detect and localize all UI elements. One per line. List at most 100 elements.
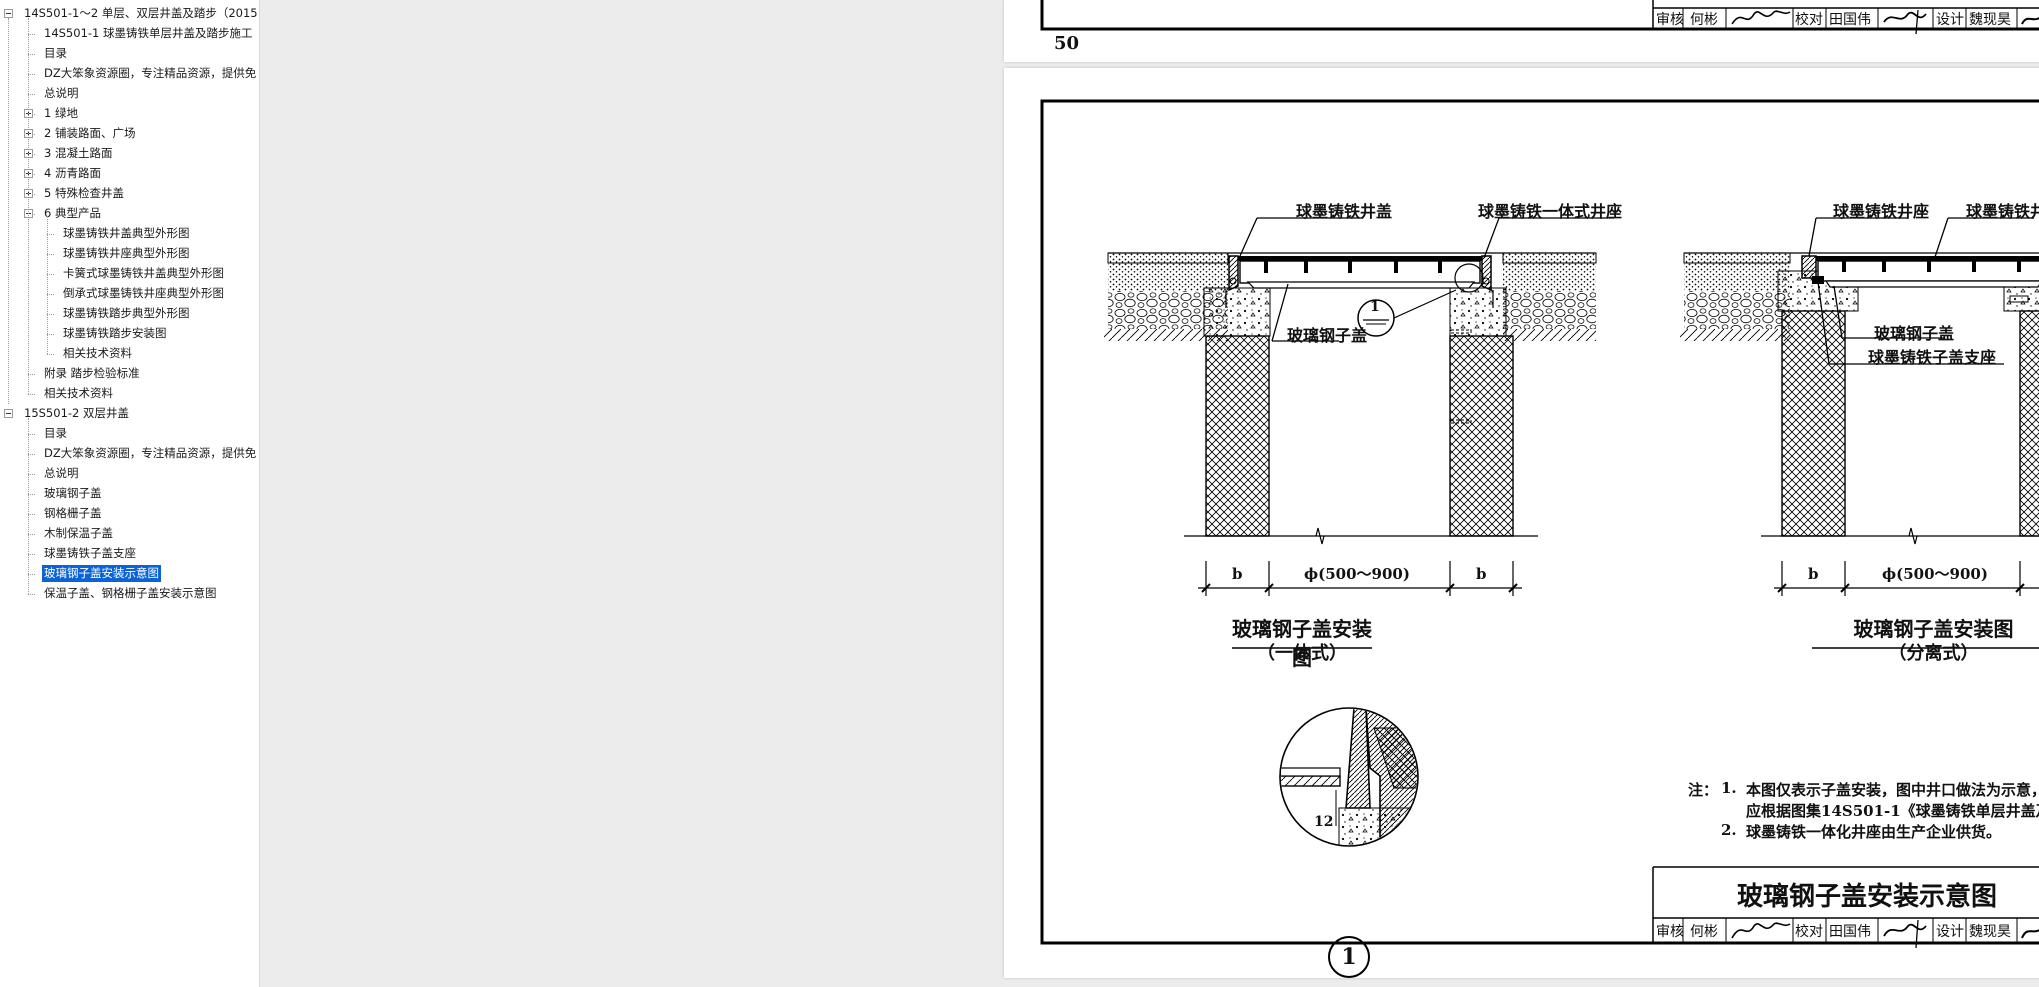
bookmark-label: 目录 bbox=[44, 426, 67, 440]
page-50: 审核 何彬 校对 田国伟 设计 魏现昊 页 6 50 bbox=[1004, 0, 2039, 62]
bookmark-item[interactable]: 14S501-1 球墨铸铁单层井盖及踏步施工 bbox=[0, 24, 259, 44]
bookmark-tree: 14S501-1～2 单层、双层井盖及踏步（2015 14S501-1 球墨铸铁单… bbox=[0, 4, 259, 604]
tree-connector bbox=[28, 494, 35, 495]
detail-1 bbox=[1279, 707, 1419, 978]
bookmark-item[interactable]: 球墨铸铁踏步安装图 bbox=[0, 324, 259, 344]
tree-connector bbox=[28, 18, 29, 394]
p50-designer: 魏现昊 bbox=[1969, 12, 2011, 28]
bookmark-label: 木制保温子盖 bbox=[44, 526, 113, 540]
caption-separated: 玻璃钢子盖安装图 bbox=[1853, 617, 2014, 641]
bookmark-label: 玻璃钢子盖 bbox=[44, 486, 102, 500]
tree-connector bbox=[28, 434, 35, 435]
bookmark-label: 2 铺装路面、广场 bbox=[44, 126, 136, 140]
bookmark-item[interactable]: 卡簧式球墨铸铁井盖典型外形图 bbox=[0, 264, 259, 284]
bookmark-item[interactable]: 球墨铸铁踏步典型外形图 bbox=[0, 304, 259, 324]
bookmark-item[interactable]: 保温子盖、钢格栅子盖安装示意图 bbox=[0, 584, 259, 604]
tree-connector bbox=[28, 74, 35, 75]
tree-connector bbox=[28, 418, 29, 594]
tree-connector bbox=[28, 594, 35, 595]
tree-connector bbox=[28, 374, 35, 375]
bookmark-item[interactable]: 玻璃钢子盖安装示意图 bbox=[0, 564, 259, 584]
bookmark-item[interactable]: 球墨铸铁井座典型外形图 bbox=[0, 244, 259, 264]
collapse-minus-icon[interactable] bbox=[4, 409, 13, 418]
tree-connector bbox=[28, 394, 35, 395]
detail-dim-12: 12 bbox=[1314, 814, 1334, 830]
note-2-line-1: 球墨铸铁一体化井座由生产企业供货。 bbox=[1746, 823, 2002, 841]
dim-diameter-left: ϕ(500～900) bbox=[1304, 565, 1410, 583]
bookmark-label: 球墨铸铁井座典型外形图 bbox=[63, 246, 190, 260]
tree-connector bbox=[28, 454, 35, 455]
bookmark-item[interactable]: 14S501-1～2 单层、双层井盖及踏步（2015 bbox=[0, 4, 259, 24]
bookmark-label: 球墨铸铁踏步安装图 bbox=[63, 326, 167, 340]
label-cast-iron-frame: 球墨铸铁井座 bbox=[1833, 202, 1930, 221]
review-label: 审核 bbox=[1656, 924, 1684, 940]
tree-connector bbox=[28, 574, 35, 575]
caption-integral: 玻璃钢子盖安装图 bbox=[1232, 617, 1372, 670]
tree-connector bbox=[47, 294, 54, 295]
page-50-titleblock bbox=[1040, 0, 2039, 35]
bookmark-item[interactable]: 5 特殊检查井盖 bbox=[0, 184, 259, 204]
bookmark-label: 玻璃钢子盖安装示意图 bbox=[42, 565, 161, 582]
bookmark-item[interactable]: 3 混凝土路面 bbox=[0, 144, 259, 164]
bookmark-label: 相关技术资料 bbox=[44, 386, 113, 400]
bookmark-label: 5 特殊检查井盖 bbox=[44, 186, 124, 200]
bookmark-item[interactable]: DZ大笨象资源圈，专注精品资源，提供免 bbox=[0, 64, 259, 84]
notes-heading: 注： bbox=[1688, 781, 1719, 799]
bookmark-label: 附录 踏步检验标准 bbox=[44, 366, 140, 380]
drawing-title: 玻璃钢子盖安装示意图 bbox=[1736, 882, 1997, 912]
callout-1: 1 bbox=[1370, 299, 1380, 315]
note-2-number: 2. bbox=[1721, 821, 1737, 839]
collapse-minus-icon[interactable] bbox=[4, 9, 13, 18]
bookmark-item[interactable]: 球墨铸铁子盖支座 bbox=[0, 544, 259, 564]
bookmark-label: 球墨铸铁踏步典型外形图 bbox=[63, 306, 190, 320]
bookmark-item[interactable]: 总说明 bbox=[0, 464, 259, 484]
bookmark-label: 4 沥青路面 bbox=[44, 166, 101, 180]
bookmark-item[interactable]: 1 绿地 bbox=[0, 104, 259, 124]
tree-connector bbox=[47, 314, 54, 315]
bookmark-item[interactable]: 总说明 bbox=[0, 84, 259, 104]
bookmark-label: 球墨铸铁井盖典型外形图 bbox=[63, 226, 190, 240]
bookmark-label: 14S501-1 球墨铸铁单层井盖及踏步施工 bbox=[44, 26, 253, 40]
label-cast-iron-cover-right: 球墨铸铁井盖 bbox=[1966, 202, 2039, 221]
bookmark-item[interactable]: 15S501-2 双层井盖 bbox=[0, 404, 259, 424]
tree-connector bbox=[47, 274, 54, 275]
bookmark-item[interactable]: 木制保温子盖 bbox=[0, 524, 259, 544]
label-frp-subcover-right: 玻璃钢子盖 bbox=[1874, 324, 1955, 343]
note-1-number: 1. bbox=[1721, 779, 1737, 797]
bookmark-item[interactable]: 玻璃钢子盖 bbox=[0, 484, 259, 504]
bookmark-label: 保温子盖、钢格栅子盖安装示意图 bbox=[44, 586, 217, 600]
check-label: 校对 bbox=[1795, 924, 1823, 940]
note-1-line-1: 本图仅表示子盖安装，图中井口做法为示意，具体井口做法 bbox=[1746, 781, 2039, 799]
bookmark-item[interactable]: 相关技术资料 bbox=[0, 344, 259, 364]
bookmark-label: 倒承式球墨铸铁井座典型外形图 bbox=[63, 286, 224, 300]
bookmark-item[interactable]: 6 典型产品 bbox=[0, 204, 259, 224]
bookmark-item[interactable]: 目录 bbox=[0, 424, 259, 444]
bookmark-item[interactable]: 2 铺装路面、广场 bbox=[0, 124, 259, 144]
bookmark-item[interactable]: 球墨铸铁井盖典型外形图 bbox=[0, 224, 259, 244]
tree-connector bbox=[28, 34, 35, 35]
bookmark-sidebar: 14S501-1～2 单层、双层井盖及踏步（2015 14S501-1 球墨铸铁单… bbox=[0, 0, 260, 987]
dim-b-right-1: b bbox=[1808, 565, 1819, 583]
detail-marker-1: 1 bbox=[1341, 944, 1357, 970]
bookmark-item[interactable]: 附录 踏步检验标准 bbox=[0, 364, 259, 384]
bookmark-item[interactable]: DZ大笨象资源圈，专注精品资源，提供免 bbox=[0, 444, 259, 464]
bookmark-label: 卡簧式球墨铸铁井盖典型外形图 bbox=[63, 266, 224, 280]
bookmark-item[interactable]: 4 沥青路面 bbox=[0, 164, 259, 184]
checker-name: 田国伟 bbox=[1829, 924, 1871, 940]
label-subcover-support: 球墨铸铁子盖支座 bbox=[1868, 348, 1997, 367]
tree-connector bbox=[47, 216, 48, 354]
bookmark-label: DZ大笨象资源圈，专注精品资源，提供免 bbox=[44, 446, 257, 460]
p50-reviewer: 何彬 bbox=[1690, 12, 1718, 28]
bookmark-label: 钢格栅子盖 bbox=[44, 506, 102, 520]
bookmark-item[interactable]: 倒承式球墨铸铁井座典型外形图 bbox=[0, 284, 259, 304]
p50-review-label: 审核 bbox=[1656, 12, 1684, 28]
p50-checker: 田国伟 bbox=[1829, 12, 1871, 28]
document-viewer[interactable]: 审核 何彬 校对 田国伟 设计 魏现昊 页 6 50 bbox=[260, 0, 2039, 987]
p50-check-label: 校对 bbox=[1795, 12, 1823, 28]
bookmark-item[interactable]: 目录 bbox=[0, 44, 259, 64]
bookmark-item[interactable]: 钢格栅子盖 bbox=[0, 504, 259, 524]
bookmark-label: 1 绿地 bbox=[44, 106, 78, 120]
label-frp-subcover-left: 玻璃钢子盖 bbox=[1287, 326, 1368, 345]
bookmark-item[interactable]: 相关技术资料 bbox=[0, 384, 259, 404]
note-1-line-2: 应根据图集14S501-1《球墨铸铁单层井盖及踏步施工》选用。 bbox=[1746, 802, 2039, 820]
